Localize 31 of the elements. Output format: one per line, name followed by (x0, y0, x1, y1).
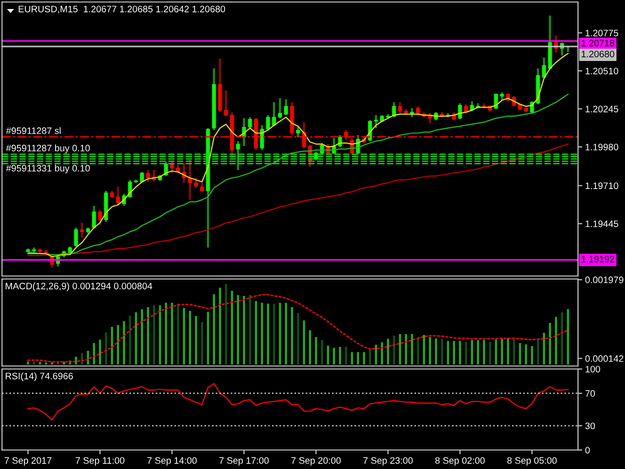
y-tick-label: 1.19710 (586, 182, 618, 190)
y-tick-label: 30 (585, 422, 595, 430)
line-series (27, 294, 569, 363)
x-tick-label: 7 Sep 17:00 (219, 457, 269, 466)
y-tick-label: 0.000142 (585, 355, 624, 362)
line-series (27, 383, 569, 421)
y-tick-label: 0 (585, 446, 590, 454)
y-tick-label: 70 (585, 390, 595, 397)
y-tick-label: 1.19445 (586, 220, 618, 228)
x-tick-label: 8 Sep 02:00 (435, 457, 485, 466)
x-tick-label: 7 Sep 11:00 (76, 457, 124, 466)
y-tick-label: 1.20510 (586, 68, 618, 74)
y-tick-label: 1.19980 (586, 144, 618, 150)
x-tick-label: 7 Sep 23:00 (363, 457, 413, 466)
chart-title: RSI(14) 74.6966 (6, 372, 73, 382)
y-tick-label: 100 (586, 366, 600, 372)
chart-title: EURUSD,M15 1.20677 1.20685 1.20642 1.20680 (18, 6, 226, 14)
x-tick-label: 7 Sep 2017 (4, 457, 52, 466)
x-tick-label: 8 Sep 05:00 (507, 457, 557, 466)
ref-line-label: 1.20680 (582, 50, 614, 58)
chart-title: MACD(12,26,9) 0.001294 0.000804 (6, 282, 152, 292)
ref-line-label: 1.19192 (582, 256, 614, 262)
x-tick-label: 7 Sep 20:00 (291, 457, 341, 466)
ref-line-label: #95911331 buy 0.10 (6, 164, 90, 174)
ref-line-label: #95911287 buy 0.10 (6, 144, 90, 154)
ref-line-label: #95911287 sl (6, 127, 61, 134)
x-tick-label: 7 Sep 14:00 (147, 457, 197, 466)
y-tick-label: 0.001979 (585, 276, 624, 284)
y-tick-label: 1.20245 (586, 106, 618, 112)
y-tick-label: 1.20775 (586, 30, 618, 36)
ref-line-label: 1.20718 (582, 40, 614, 46)
